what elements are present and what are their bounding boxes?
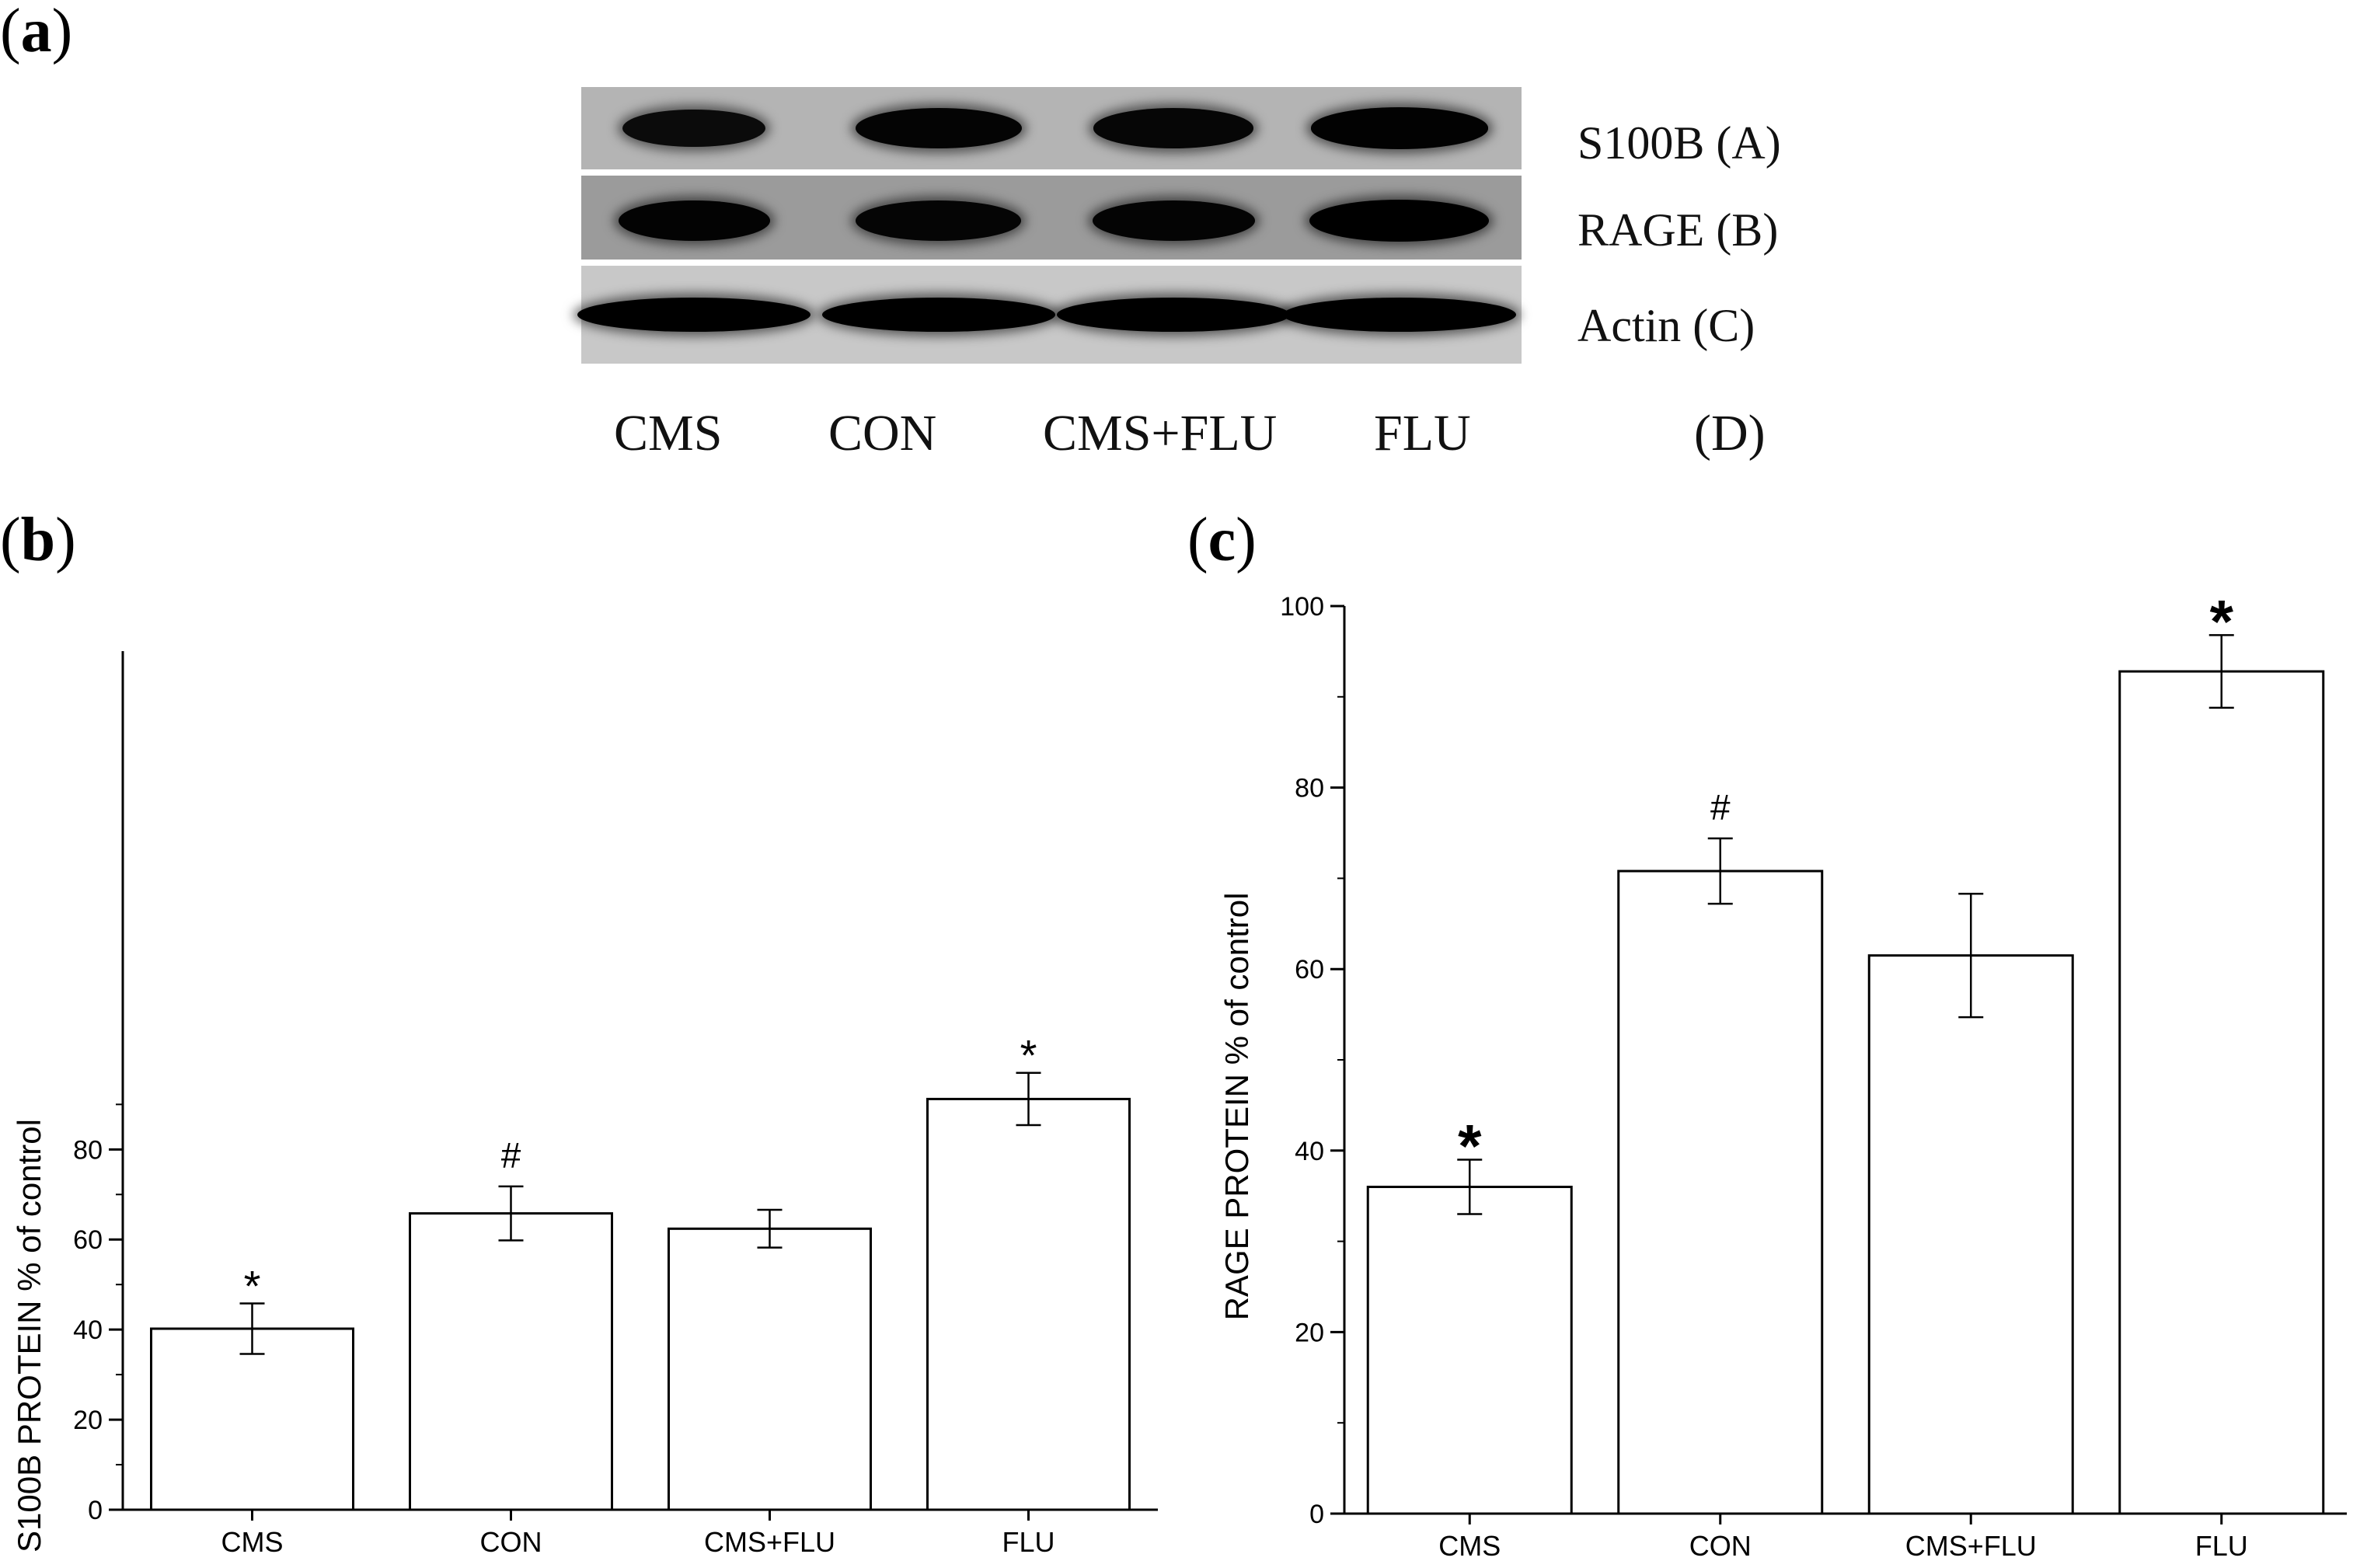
blot-band — [1057, 298, 1291, 332]
bar — [1867, 954, 2074, 1515]
blot-band — [1093, 108, 1254, 148]
significance-marker: * — [2210, 587, 2234, 655]
significance-marker: # — [501, 1135, 521, 1176]
blot-lane-label-d: (D) — [1694, 405, 1766, 462]
bar — [409, 1212, 613, 1511]
x-tick-label: CMS — [221, 1526, 284, 1558]
x-tick-label: CMS+FLU — [1905, 1530, 2037, 1562]
blot-lane-label: CMS — [614, 405, 723, 462]
blot-strip-2 — [581, 176, 1522, 260]
y-tick-label: 60 — [73, 1225, 103, 1255]
significance-marker: # — [1710, 787, 1731, 828]
panel-label-c: (c) — [1187, 506, 1257, 574]
blot-row-label: S100B (A) — [1577, 117, 1781, 169]
bar — [150, 1327, 354, 1511]
bar — [926, 1097, 1131, 1511]
x-tick-label: CMS — [1438, 1530, 1501, 1562]
y-tick-label: 100 — [1280, 592, 1324, 622]
y-tick-label: 40 — [1295, 1137, 1324, 1166]
x-tick-label: CON — [1689, 1530, 1752, 1562]
blot-band — [1282, 298, 1516, 332]
blot-band — [1092, 200, 1255, 242]
blot-band — [1309, 200, 1490, 242]
x-tick-label: CON — [480, 1526, 542, 1558]
blot-band — [855, 107, 1022, 149]
y-tick-label: 0 — [1309, 1500, 1324, 1529]
y-axis-label: RAGE PROTEIN % of control — [1218, 893, 1255, 1321]
blot-row-label: RAGE (B) — [1577, 204, 1779, 256]
y-tick-label: 60 — [1295, 955, 1324, 984]
blot-lane-label: CMS+FLU — [1043, 405, 1278, 462]
significance-marker: * — [244, 1261, 261, 1310]
western-blot — [577, 87, 1522, 364]
x-tick-label: FLU — [2195, 1530, 2248, 1562]
bar — [668, 1227, 872, 1511]
blot-lane-label: FLU — [1374, 405, 1471, 462]
significance-marker: * — [1458, 1111, 1482, 1179]
blot-band — [856, 200, 1022, 241]
y-tick-label: 80 — [1295, 774, 1324, 803]
y-tick-label: 20 — [73, 1406, 103, 1435]
y-tick-label: 20 — [1295, 1318, 1324, 1347]
bar — [1617, 869, 1824, 1515]
bar — [2118, 670, 2325, 1515]
y-tick-label: 80 — [73, 1135, 103, 1165]
blot-band — [821, 298, 1055, 332]
bar — [1366, 1186, 1573, 1515]
x-tick-label: CMS+FLU — [704, 1526, 835, 1558]
x-tick-label: FLU — [1002, 1526, 1055, 1558]
y-axis-label: S100B PROTEIN % of control — [11, 1119, 47, 1552]
y-tick-label: 40 — [73, 1315, 103, 1345]
blot-lane-label: CON — [828, 405, 937, 462]
significance-marker: * — [1020, 1031, 1037, 1080]
panel-label-b: (b) — [0, 506, 76, 574]
blot-band — [622, 109, 765, 148]
s100b-bar-chart: 0 20 40 60 80 S100B PROTEIN % of control CMS * C… — [11, 651, 1158, 1558]
panel-label-a: (a) — [0, 0, 73, 65]
blot-band — [577, 298, 811, 332]
blot-band — [1310, 107, 1488, 149]
blot-strip-1 — [581, 87, 1522, 169]
y-tick-label: 0 — [88, 1496, 103, 1525]
blot-strip-3 — [577, 266, 1522, 364]
blot-row-label: Actin (C) — [1577, 300, 1755, 351]
blot-band — [618, 200, 770, 242]
